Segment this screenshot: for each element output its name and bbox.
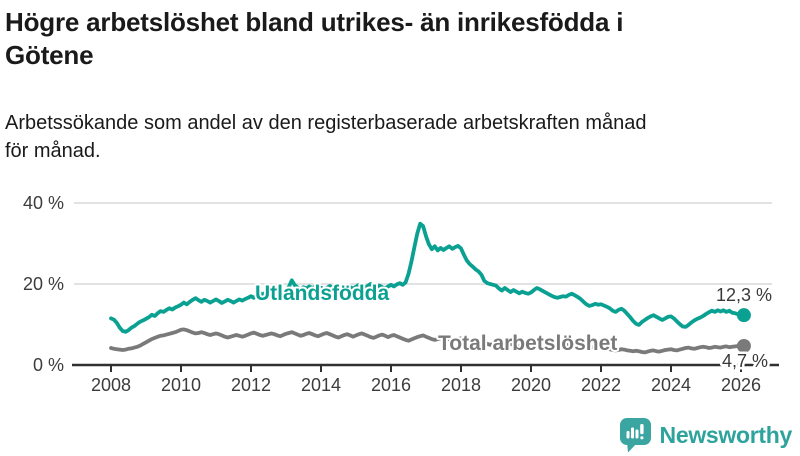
x-tick-label: 2016 (371, 375, 411, 395)
series-end-value-label: 4,7 % (722, 351, 768, 371)
series-end-dot (736, 308, 751, 323)
x-tick-label: 2010 (161, 375, 201, 395)
unemployment-line-chart: 0 % 20 % 40 % 2008 2010 2012 2014 2016 2018 2020 2… (0, 186, 800, 408)
newsworthy-logo: Newsworthy (619, 417, 792, 453)
page-subtitle-line-1: Arbetssökande som andel av den registerb… (5, 112, 647, 134)
x-tick-label: 2012 (231, 375, 271, 395)
series-label-utlandsfodda: Utlandsfödda (255, 282, 389, 305)
x-tick-label: 2008 (91, 375, 131, 395)
x-tick-label: 2026 (721, 375, 761, 395)
page-subtitle-line-2: för månad. (5, 140, 101, 162)
x-tick-label: 2022 (581, 375, 621, 395)
series-line-total (109, 327, 746, 355)
line-chart-canvas: 0 % 20 % 40 % 2008 2010 2012 2014 2016 2018 2020 2… (23, 193, 779, 395)
x-tick-label: 2024 (651, 375, 691, 395)
series-end-dot (736, 338, 751, 353)
series-end-value-label: 12,3 % (716, 285, 772, 305)
y-tick-label: 0 % (33, 355, 64, 375)
x-tick-label: 2014 (301, 375, 341, 395)
page-title-line-1: Högre arbetslöshet bland utrikes- än inr… (5, 7, 624, 37)
x-tick-label: 2018 (441, 375, 481, 395)
y-tick-label: 40 % (23, 193, 64, 213)
newsworthy-logo-text: Newsworthy (659, 421, 793, 448)
page-title: Högre arbetslöshet bland utrikes- än inr… (5, 6, 785, 72)
page-subtitle: Arbetssökande som andel av den registerb… (5, 109, 785, 165)
newsworthy-speech-bubble-chart-icon (619, 418, 651, 453)
series-label-total: Total arbetslöshet (438, 332, 617, 355)
x-tick-label: 2020 (511, 375, 551, 395)
y-tick-label: 20 % (23, 274, 64, 294)
series-line-utlandsfodda (109, 221, 746, 334)
page-title-line-2: Götene (5, 40, 94, 70)
